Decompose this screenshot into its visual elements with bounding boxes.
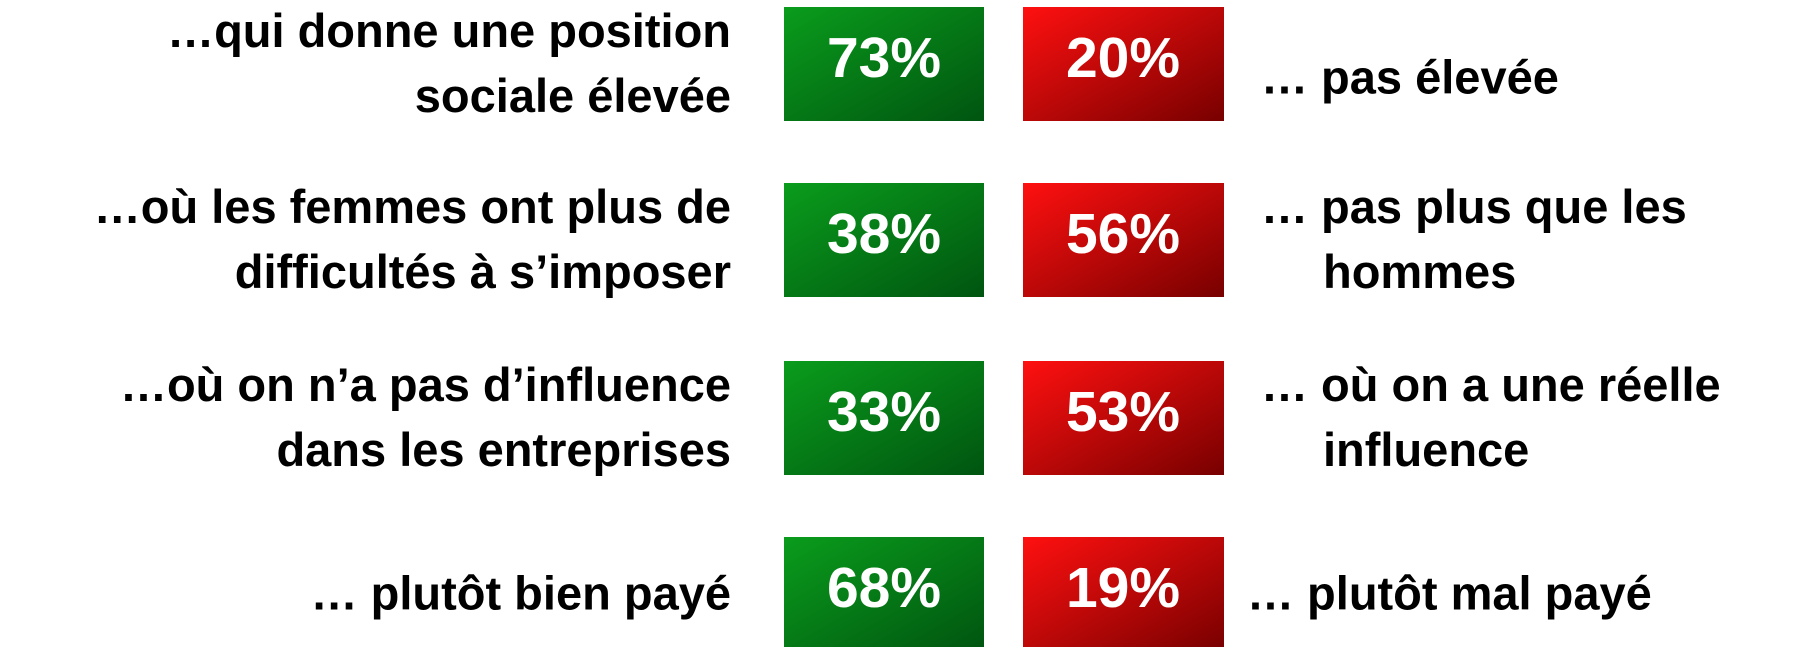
positive-value: 33% xyxy=(827,380,941,444)
positive-value: 38% xyxy=(827,202,941,266)
right-label: influence xyxy=(1323,423,1529,476)
positive-box xyxy=(784,183,984,297)
right-label: hommes xyxy=(1323,245,1516,298)
positive-box xyxy=(784,361,984,475)
positive-value: 68% xyxy=(827,556,941,620)
negative-value: 20% xyxy=(1066,26,1180,90)
left-label: …où les femmes ont plus de xyxy=(94,180,731,233)
left-label: …où on n’a pas d’influence xyxy=(120,358,731,411)
left-label: …qui donne une position xyxy=(167,4,731,57)
positive-box xyxy=(784,7,984,121)
negative-value: 53% xyxy=(1066,380,1180,444)
right-label: … plutôt mal payé xyxy=(1247,566,1652,619)
right-label: … où on a une réelle xyxy=(1261,358,1721,411)
negative-box xyxy=(1023,361,1224,475)
right-label: … pas élevée xyxy=(1261,50,1559,103)
negative-value: 56% xyxy=(1066,202,1180,266)
positive-value: 73% xyxy=(827,26,941,90)
negative-box xyxy=(1023,183,1224,297)
negative-value: 19% xyxy=(1066,556,1180,620)
right-label: … pas plus que les xyxy=(1261,180,1687,233)
positive-box xyxy=(784,537,984,647)
negative-box xyxy=(1023,7,1224,121)
left-label: dans les entreprises xyxy=(276,423,731,476)
left-label: sociale élevée xyxy=(415,69,731,122)
left-label: … plutôt bien payé xyxy=(311,566,731,619)
negative-box xyxy=(1023,537,1224,647)
left-label: difficultés à s’imposer xyxy=(235,245,731,298)
